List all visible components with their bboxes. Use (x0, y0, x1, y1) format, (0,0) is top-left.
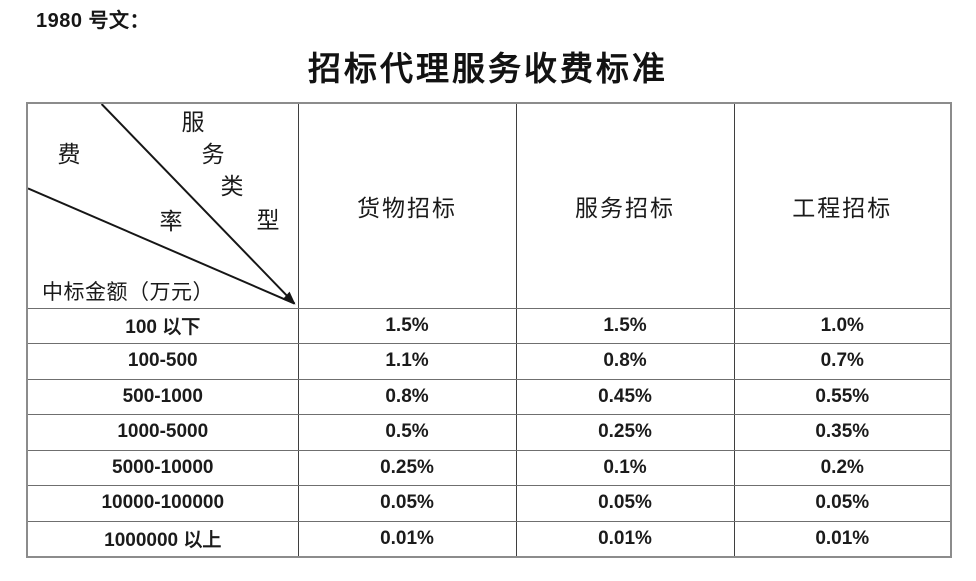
amount-range-cell: 500-1000 (26, 378, 299, 415)
table-row: 1000000 以上 0.01% 0.01% 0.01% (26, 520, 952, 557)
rate-cell: 0.25% (515, 414, 735, 451)
table-row: 100 以下 1.5% 1.5% 1.0% (26, 307, 952, 344)
diagonal-divider-lines (28, 104, 296, 305)
rate-cell: 0.7% (733, 343, 952, 380)
table-header-row: 费 率 服 务 类 型 中标金额（万元） 货物招标 服务招标 工程招标 (26, 102, 952, 309)
corner-label-service-char-4: 型 (256, 208, 280, 233)
corner-label-fee: 费 (57, 142, 81, 167)
rate-cell: 1.5% (297, 307, 517, 344)
table-row: 100-500 1.1% 0.8% 0.7% (26, 343, 952, 380)
page-title: 招标代理服务收费标准 (308, 52, 668, 88)
corner-label-service-char-1: 服 (181, 110, 205, 135)
rate-cell: 0.01% (733, 520, 952, 557)
amount-range-cell: 1000-5000 (26, 414, 299, 451)
corner-label-service-char-3: 类 (220, 174, 244, 199)
rate-cell: 1.5% (515, 307, 735, 344)
amount-range-cell: 5000-10000 (26, 449, 299, 486)
column-header-goods: 货物招标 (297, 102, 517, 309)
rate-cell: 0.05% (297, 485, 517, 522)
amount-range-cell: 100-500 (26, 343, 299, 380)
rate-cell: 0.45% (515, 378, 735, 415)
rate-cell: 0.8% (297, 378, 517, 415)
corner-label-rate: 率 (159, 209, 183, 234)
rate-cell: 0.8% (515, 343, 735, 380)
rate-cell: 0.25% (297, 449, 517, 486)
rate-cell: 0.1% (515, 449, 735, 486)
corner-label-amount: 中标金额（万元） (42, 280, 214, 304)
column-header-works: 工程招标 (733, 102, 952, 309)
table-row: 500-1000 0.8% 0.45% 0.55% (26, 378, 952, 415)
rate-cell: 0.05% (733, 485, 952, 522)
table-row: 10000-100000 0.05% 0.05% 0.05% (26, 485, 952, 522)
rate-cell: 0.05% (515, 485, 735, 522)
rate-cell: 0.01% (297, 520, 517, 557)
rate-cell: 0.35% (733, 414, 952, 451)
corner-cell-inner: 费 率 服 务 类 型 中标金额（万元） (28, 104, 298, 308)
column-header-services: 服务招标 (515, 102, 735, 309)
rate-cell: 0.01% (515, 520, 735, 557)
amount-range-cell: 100 以下 (26, 307, 299, 344)
doc-number-label: 1980 号文： (36, 10, 151, 32)
rate-cell: 0.5% (297, 414, 517, 451)
rate-cell: 1.1% (297, 343, 517, 380)
amount-range-cell: 1000000 以上 (26, 520, 299, 557)
table-row: 5000-10000 0.25% 0.1% 0.2% (26, 449, 952, 486)
amount-range-cell: 10000-100000 (26, 485, 299, 522)
table-corner-cell: 费 率 服 务 类 型 中标金额（万元） (26, 102, 299, 309)
rate-cell: 1.0% (733, 307, 952, 344)
fee-standard-table: 费 率 服 务 类 型 中标金额（万元） 货物招标 服务招标 工程招标 (26, 102, 952, 558)
table-row: 1000-5000 0.5% 0.25% 0.35% (26, 414, 952, 451)
rate-cell: 0.2% (733, 449, 952, 486)
rate-cell: 0.55% (733, 378, 952, 415)
corner-label-service-char-2: 务 (201, 142, 225, 167)
fee-table-container: 费 率 服 务 类 型 中标金额（万元） 货物招标 服务招标 工程招标 (26, 102, 952, 558)
